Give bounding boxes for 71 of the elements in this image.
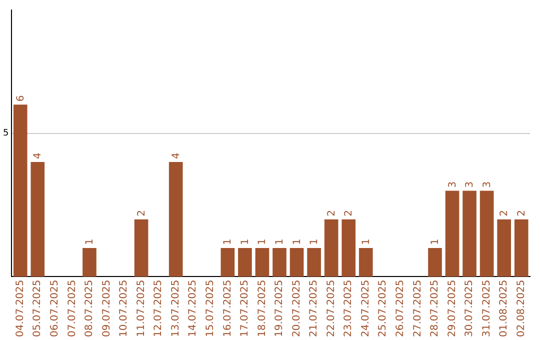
x-tick-label: 07.07.2025 — [66, 280, 78, 338]
x-tick-label: 29.07.2025 — [446, 280, 458, 338]
bar — [445, 190, 460, 277]
data-label: 3 — [464, 181, 476, 188]
bar — [238, 248, 252, 277]
data-label: 2 — [344, 210, 355, 216]
x-tick-label: 12.07.2025 — [153, 280, 164, 338]
bar — [82, 248, 96, 277]
data-label: 2 — [136, 210, 148, 216]
bar — [428, 248, 442, 277]
x-tick-label: 11.07.2025 — [136, 280, 147, 338]
data-label: 1 — [222, 238, 234, 246]
data-label: 1 — [430, 238, 441, 246]
data-label: 2 — [499, 210, 510, 216]
data-label: 2 — [326, 210, 338, 216]
data-label: 4 — [32, 152, 44, 160]
bar — [272, 248, 286, 277]
bar — [168, 162, 183, 277]
x-tick-label: 28.07.2025 — [430, 280, 441, 338]
data-label: 6 — [15, 95, 26, 102]
bar — [30, 162, 45, 277]
bar — [324, 219, 338, 277]
x-tick-label: 09.07.2025 — [101, 280, 112, 338]
bar — [255, 248, 270, 277]
x-tick-label: 01.08.2025 — [498, 280, 510, 338]
x-tick-label: 19.07.2025 — [274, 280, 286, 338]
x-tick-label: 25.07.2025 — [378, 280, 389, 338]
bar — [13, 104, 28, 277]
bar — [307, 248, 321, 277]
data-label: 1 — [84, 238, 96, 246]
bar — [290, 248, 304, 277]
data-label: 1 — [257, 238, 268, 246]
x-tick-label: 26.07.2025 — [395, 280, 406, 338]
x-tick-label: 23.07.2025 — [343, 280, 354, 338]
x-tick-label: 06.07.2025 — [50, 280, 61, 338]
data-label: 1 — [292, 238, 303, 246]
x-tick-label: 08.07.2025 — [84, 280, 96, 338]
bar — [462, 190, 476, 277]
bar — [134, 219, 148, 277]
x-tick-label: 18.07.2025 — [256, 280, 268, 338]
y-tick-label: 5 — [2, 128, 9, 139]
x-tick-label: 24.07.2025 — [360, 280, 372, 338]
x-tick-label: 14.07.2025 — [188, 280, 199, 338]
x-tick-label: 13.07.2025 — [170, 280, 182, 338]
data-label: 1 — [360, 238, 372, 246]
data-label: 1 — [274, 238, 286, 246]
bar — [358, 248, 373, 277]
data-label: 4 — [170, 152, 182, 160]
x-tick-label: 02.08.2025 — [516, 280, 527, 338]
bar — [480, 190, 494, 277]
data-label: 1 — [309, 238, 320, 246]
x-tick-label: 31.07.2025 — [481, 280, 492, 338]
x-tick-label: 05.07.2025 — [32, 280, 44, 338]
x-tick-label: 22.07.2025 — [326, 280, 337, 338]
x-tick-label: 21.07.2025 — [308, 280, 320, 338]
data-label: 3 — [482, 181, 493, 188]
data-label: 1 — [240, 238, 251, 246]
x-tick-label: 16.07.2025 — [222, 280, 234, 338]
x-tick-label: 17.07.2025 — [240, 280, 251, 338]
bar — [220, 248, 235, 277]
x-tick-label: 15.07.2025 — [204, 280, 216, 338]
bar — [497, 219, 511, 277]
x-tick-label: 27.07.2025 — [412, 280, 424, 338]
x-tick-label: 30.07.2025 — [464, 280, 476, 338]
bar — [342, 219, 356, 277]
bar — [514, 219, 528, 277]
x-tick-label: 20.07.2025 — [291, 280, 302, 338]
data-label: 3 — [447, 181, 458, 188]
x-tick-label: 10.07.2025 — [118, 280, 130, 338]
data-label: 2 — [516, 210, 528, 216]
x-tick-label: 04.07.2025 — [14, 280, 26, 338]
